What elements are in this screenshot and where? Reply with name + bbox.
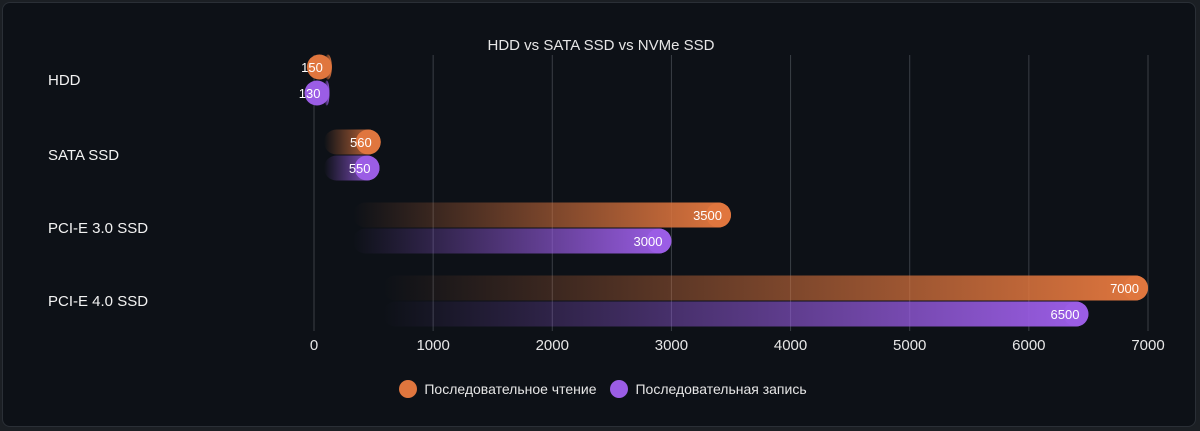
x-tick-label: 6000 <box>1012 337 1045 354</box>
bar[interactable] <box>353 202 731 228</box>
bar[interactable] <box>353 228 672 254</box>
bar-cap <box>646 228 672 254</box>
bar-value-label: 3000 <box>634 234 663 249</box>
bar-cap <box>304 80 330 106</box>
bar-cap <box>354 155 380 181</box>
x-tick-label: 1000 <box>416 337 449 354</box>
bar-cap <box>1123 275 1148 301</box>
bar-value-label: 7000 <box>1110 281 1139 296</box>
chart-title: HDD vs SATA SSD vs NVMe SSD <box>488 37 715 54</box>
category-label: PCI-E 3.0 SSD <box>48 220 148 237</box>
legend: Последовательное чтение Последовательная… <box>3 380 1200 398</box>
x-tick-label: 5000 <box>893 337 926 354</box>
bar-cap <box>1063 301 1089 327</box>
bar-value-label: 150 <box>301 60 323 75</box>
bar-value-label: 130 <box>299 86 321 101</box>
bar[interactable] <box>383 275 1148 301</box>
bar-cap <box>355 129 381 155</box>
chart: 0 1000 2000 3000 4000 5000 6000 7000 HDD SATA SSD… <box>48 37 1165 354</box>
x-tick-label: 7000 <box>1131 337 1164 354</box>
legend-item-write[interactable]: Последовательная запись <box>610 380 807 398</box>
legend-read-dot-icon <box>399 380 418 398</box>
legend-read-label: Последовательное чтение <box>424 381 597 397</box>
category-label: HDD <box>48 72 81 89</box>
bar-value-label: 6500 <box>1051 307 1080 322</box>
bar-cap <box>306 54 332 80</box>
bar-value-label: 560 <box>350 135 372 150</box>
bar[interactable] <box>383 301 1089 327</box>
x-tick-label: 0 <box>310 337 318 354</box>
bar-value-label: 3500 <box>693 208 722 223</box>
legend-item-read[interactable]: Последовательное чтение <box>399 380 596 398</box>
x-tick-label: 3000 <box>655 337 688 354</box>
legend-write-label: Последовательная запись <box>635 381 807 397</box>
category-label: SATA SSD <box>48 147 119 164</box>
x-tick-label: 4000 <box>774 337 807 354</box>
x-tick-label: 2000 <box>536 337 569 354</box>
bar-cap <box>706 202 731 228</box>
category-label: PCI-E 4.0 SSD <box>48 293 148 310</box>
legend-write-dot-icon <box>610 380 629 398</box>
bar-value-label: 550 <box>349 161 371 176</box>
